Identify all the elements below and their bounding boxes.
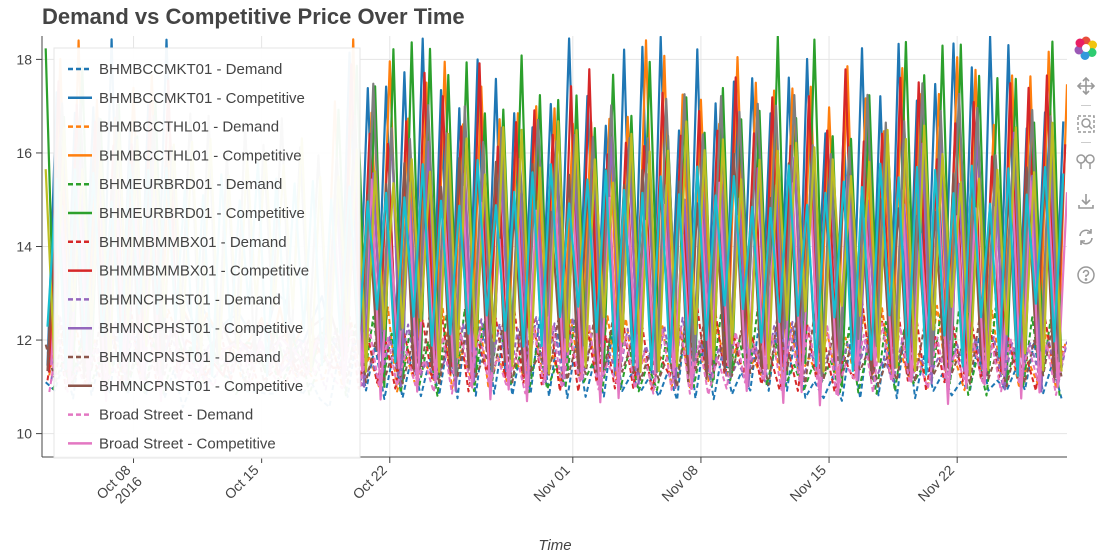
y-tick-label: 16 [16, 145, 32, 161]
y-tick-label: 18 [16, 51, 32, 67]
legend-item-label[interactable]: BHMNCPNST01 - Competitive [99, 378, 303, 395]
legend-item-label[interactable]: Broad Street - Demand [99, 407, 253, 424]
x-axis-label: Time [538, 537, 571, 554]
y-tick-label: 14 [16, 239, 32, 255]
x-tick-label-group: Nov 01 [530, 462, 573, 505]
x-tick-label: Oct 15 [221, 462, 262, 503]
legend-item-label[interactable]: Broad Street - Competitive [99, 435, 276, 452]
wheel-zoom-icon[interactable] [1072, 147, 1100, 175]
legend-item-label[interactable]: BHMBCCMKT01 - Competitive [99, 90, 305, 107]
reset-icon[interactable] [1072, 223, 1100, 251]
legend-item-label[interactable]: BHMNCPNST01 - Demand [99, 349, 281, 366]
x-tick-label: Oct 22 [349, 462, 390, 503]
legend-item-label[interactable]: BHMBCCMKT01 - Demand [99, 61, 282, 78]
help-icon[interactable] [1072, 261, 1100, 289]
legend-item-label[interactable]: BHMEURBRD01 - Demand [99, 176, 282, 193]
legend-box [53, 47, 361, 459]
x-tick-label-group: Oct 15 [221, 462, 262, 503]
bokeh-logo-icon[interactable] [1072, 34, 1100, 62]
x-tick-label-group: Oct 22 [349, 462, 390, 503]
pan-icon[interactable] [1072, 72, 1100, 100]
legend-item-label[interactable]: BHMBCCTHL01 - Demand [99, 119, 279, 136]
x-tick-label: Nov 01 [530, 462, 573, 505]
legend-item-label[interactable]: BHMEURBRD01 - Competitive [99, 205, 305, 222]
x-tick-label: Nov 08 [658, 462, 701, 505]
legend[interactable]: BHMBCCMKT01 - Demand BHMBCCMKT01 - Compet… [53, 47, 361, 459]
y-tick-label: 12 [16, 332, 32, 348]
legend-item-label[interactable]: BHMNCPHST01 - Competitive [99, 320, 303, 337]
legend-item-label[interactable]: BHMBCCTHL01 - Competitive [99, 147, 302, 164]
x-tick-label: Nov 22 [915, 462, 958, 505]
box-zoom-icon[interactable] [1072, 110, 1100, 138]
x-tick-label-group: Nov 15 [786, 462, 829, 505]
legend-item-label[interactable]: BHMNCPHST01 - Demand [99, 291, 281, 308]
save-icon[interactable] [1072, 187, 1100, 215]
x-tick-label-group: Nov 08 [658, 462, 701, 505]
legend-item-label[interactable]: BHMMBMMBX01 - Demand [99, 234, 287, 251]
chart-title: Demand vs Competitive Price Over Time [42, 4, 465, 29]
series-line [50, 316, 1067, 392]
y-tick-label: 10 [16, 426, 32, 442]
x-tick-label-group: Nov 22 [915, 462, 958, 505]
x-tick-label: Nov 15 [786, 462, 829, 505]
legend-item-label[interactable]: BHMMBMMBX01 - Competitive [99, 263, 309, 280]
